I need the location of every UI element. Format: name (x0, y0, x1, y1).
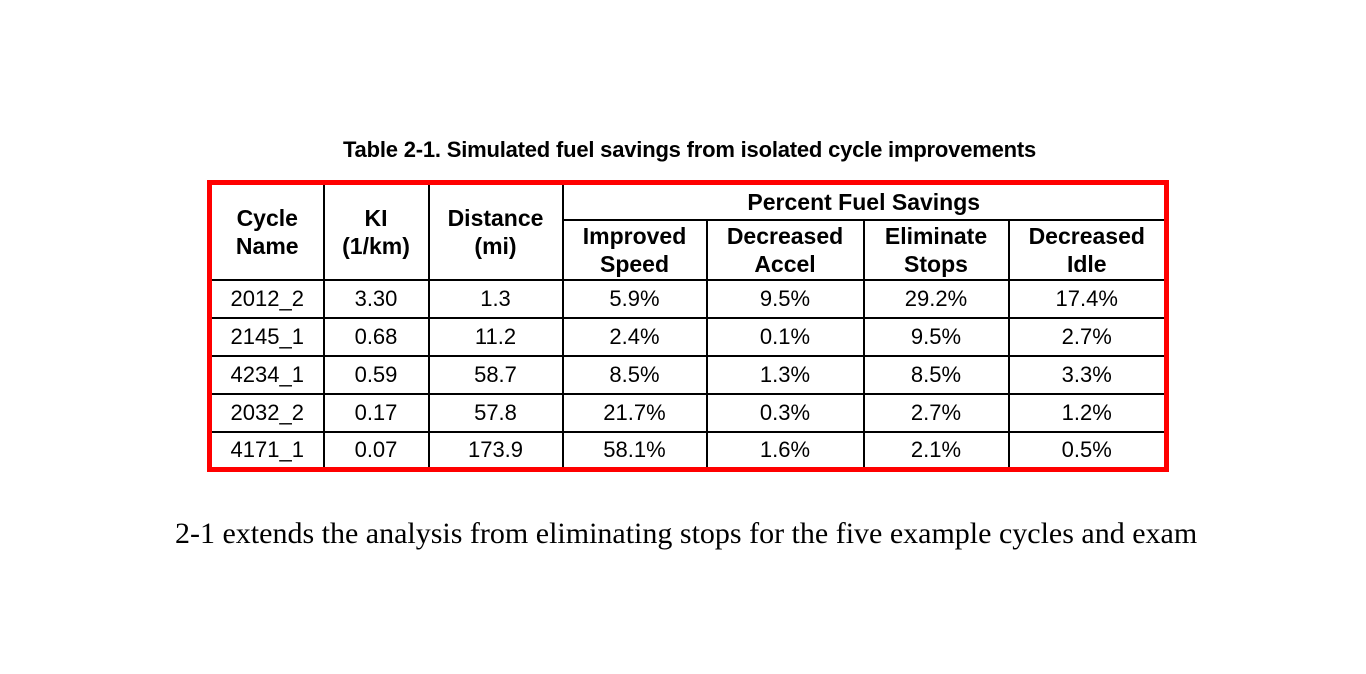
table-caption: Table 2-1. Simulated fuel savings from i… (342, 137, 1037, 162)
header-improved-speed: Improved Speed (561, 218, 708, 281)
cell-decreased-idle: 17.4% (1007, 278, 1168, 319)
cell-eliminate-stops: 29.2% (862, 278, 1010, 319)
cell-ki: 0.07 (322, 430, 430, 471)
cell-cycle-name: 2032_2 (208, 392, 325, 433)
cell-ki: 3.30 (322, 278, 430, 319)
cell-decreased-idle: 3.3% (1007, 354, 1168, 395)
cell-decreased-accel: 0.3% (705, 392, 865, 433)
table-row: 2032_2 0.17 57.8 21.7% 0.3% 2.7% 1.2% (208, 392, 1168, 433)
table-row: 2012_2 3.30 1.3 5.9% 9.5% 29.2% 17.4% (208, 278, 1168, 319)
header-cycle-name: Cycle Name (208, 181, 325, 281)
table-row: 2145_1 0.68 11.2 2.4% 0.1% 9.5% 2.7% (208, 316, 1168, 357)
cell-improved-speed: 21.7% (561, 392, 708, 433)
header-decreased-accel: Decreased Accel (705, 218, 865, 281)
cell-decreased-accel: 9.5% (705, 278, 865, 319)
header-eliminate-stops: Eliminate Stops (862, 218, 1010, 281)
cell-ki: 0.68 (322, 316, 430, 357)
cell-eliminate-stops: 9.5% (862, 316, 1010, 357)
cell-decreased-accel: 1.3% (705, 354, 865, 395)
cell-improved-speed: 2.4% (561, 316, 708, 357)
header-distance: Distance (mi) (427, 181, 564, 281)
cell-ki: 0.59 (322, 354, 430, 395)
cell-cycle-name: 4171_1 (208, 430, 325, 471)
fuel-savings-table: Cycle Name KI (1/km) Distance (mi) Perce… (207, 180, 1169, 472)
header-row-group: Cycle Name KI (1/km) Distance (mi) Perce… (208, 181, 1168, 281)
cell-distance: 58.7 (427, 354, 564, 395)
header-row-sub: Improved Speed Decreased Accel Eliminate… (210, 218, 1168, 281)
header-decreased-idle: Decreased Idle (1007, 218, 1168, 281)
table-row: 4171_1 0.07 173.9 58.1% 1.6% 2.1% 0.5% (208, 430, 1168, 471)
header-percent-fuel-savings: Percent Fuel Savings (561, 181, 1168, 221)
body-paragraph-text: 2-1 extends the analysis from eliminatin… (175, 517, 1198, 550)
cell-cycle-name: 4234_1 (208, 354, 325, 395)
table-row: 4234_1 0.59 58.7 8.5% 1.3% 8.5% 3.3% (208, 354, 1168, 395)
cell-distance: 173.9 (427, 430, 564, 471)
cell-improved-speed: 8.5% (561, 354, 708, 395)
cell-decreased-idle: 0.5% (1007, 430, 1168, 471)
cell-ki: 0.17 (322, 392, 430, 433)
cell-distance: 57.8 (427, 392, 564, 433)
cell-decreased-idle: 1.2% (1007, 392, 1168, 433)
cell-improved-speed: 5.9% (561, 278, 708, 319)
cell-improved-speed: 58.1% (561, 430, 708, 471)
cell-distance: 11.2 (427, 316, 564, 357)
cell-distance: 1.3 (427, 278, 564, 319)
cell-eliminate-stops: 2.7% (862, 392, 1010, 433)
cell-cycle-name: 2145_1 (208, 316, 325, 357)
cell-cycle-name: 2012_2 (208, 278, 325, 319)
cell-decreased-accel: 0.1% (705, 316, 865, 357)
header-ki: KI (1/km) (322, 181, 430, 281)
cell-decreased-accel: 1.6% (705, 430, 865, 471)
cell-eliminate-stops: 2.1% (862, 430, 1010, 471)
cell-decreased-idle: 2.7% (1007, 316, 1168, 357)
cell-eliminate-stops: 8.5% (862, 354, 1010, 395)
